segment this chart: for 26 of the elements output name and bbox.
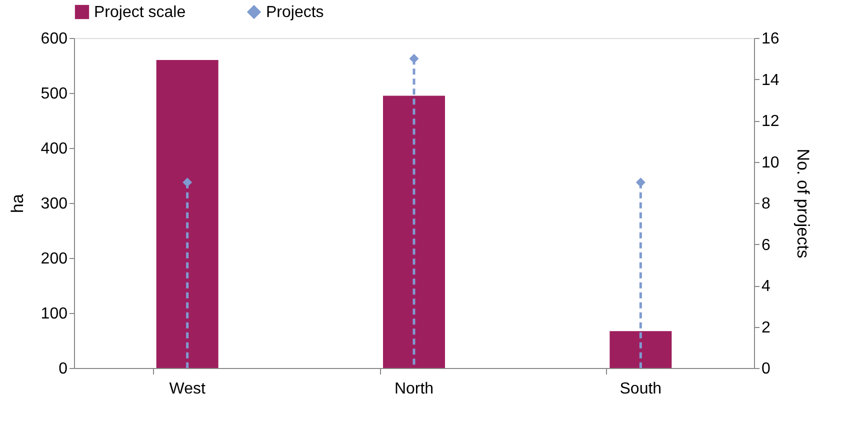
y2-axis-title: No. of projects xyxy=(793,148,812,258)
y2-tick-label: 6 xyxy=(762,236,770,254)
y-axis-title: ha xyxy=(8,194,27,213)
y-tick-label: 0 xyxy=(58,360,68,378)
y2-tick-label: 10 xyxy=(762,154,780,172)
y2-tick-label: 16 xyxy=(762,30,780,48)
bar xyxy=(156,60,218,368)
y2-tick-label: 2 xyxy=(762,319,770,336)
y2-tick-label: 0 xyxy=(762,360,770,378)
y2-tick-label: 8 xyxy=(762,196,770,212)
x-tick-label: North xyxy=(394,380,434,398)
legend-label: Projects xyxy=(266,4,324,21)
y2-tick-label: 4 xyxy=(762,278,770,295)
y-tick-label: 300 xyxy=(40,196,68,212)
y-tick-label: 100 xyxy=(40,306,68,322)
x-tick-label: West xyxy=(169,380,206,398)
legend-label: Project scale xyxy=(94,4,186,21)
y-tick-label: 200 xyxy=(40,250,68,268)
y-tick-label: 600 xyxy=(40,30,68,48)
x-tick-label: South xyxy=(620,380,662,398)
y-tick-label: 500 xyxy=(40,86,68,102)
bar xyxy=(383,96,445,368)
y-tick-label: 400 xyxy=(40,140,68,158)
y2-tick-label: 14 xyxy=(762,72,780,89)
y2-tick-label: 12 xyxy=(762,113,780,130)
bar xyxy=(610,331,672,368)
